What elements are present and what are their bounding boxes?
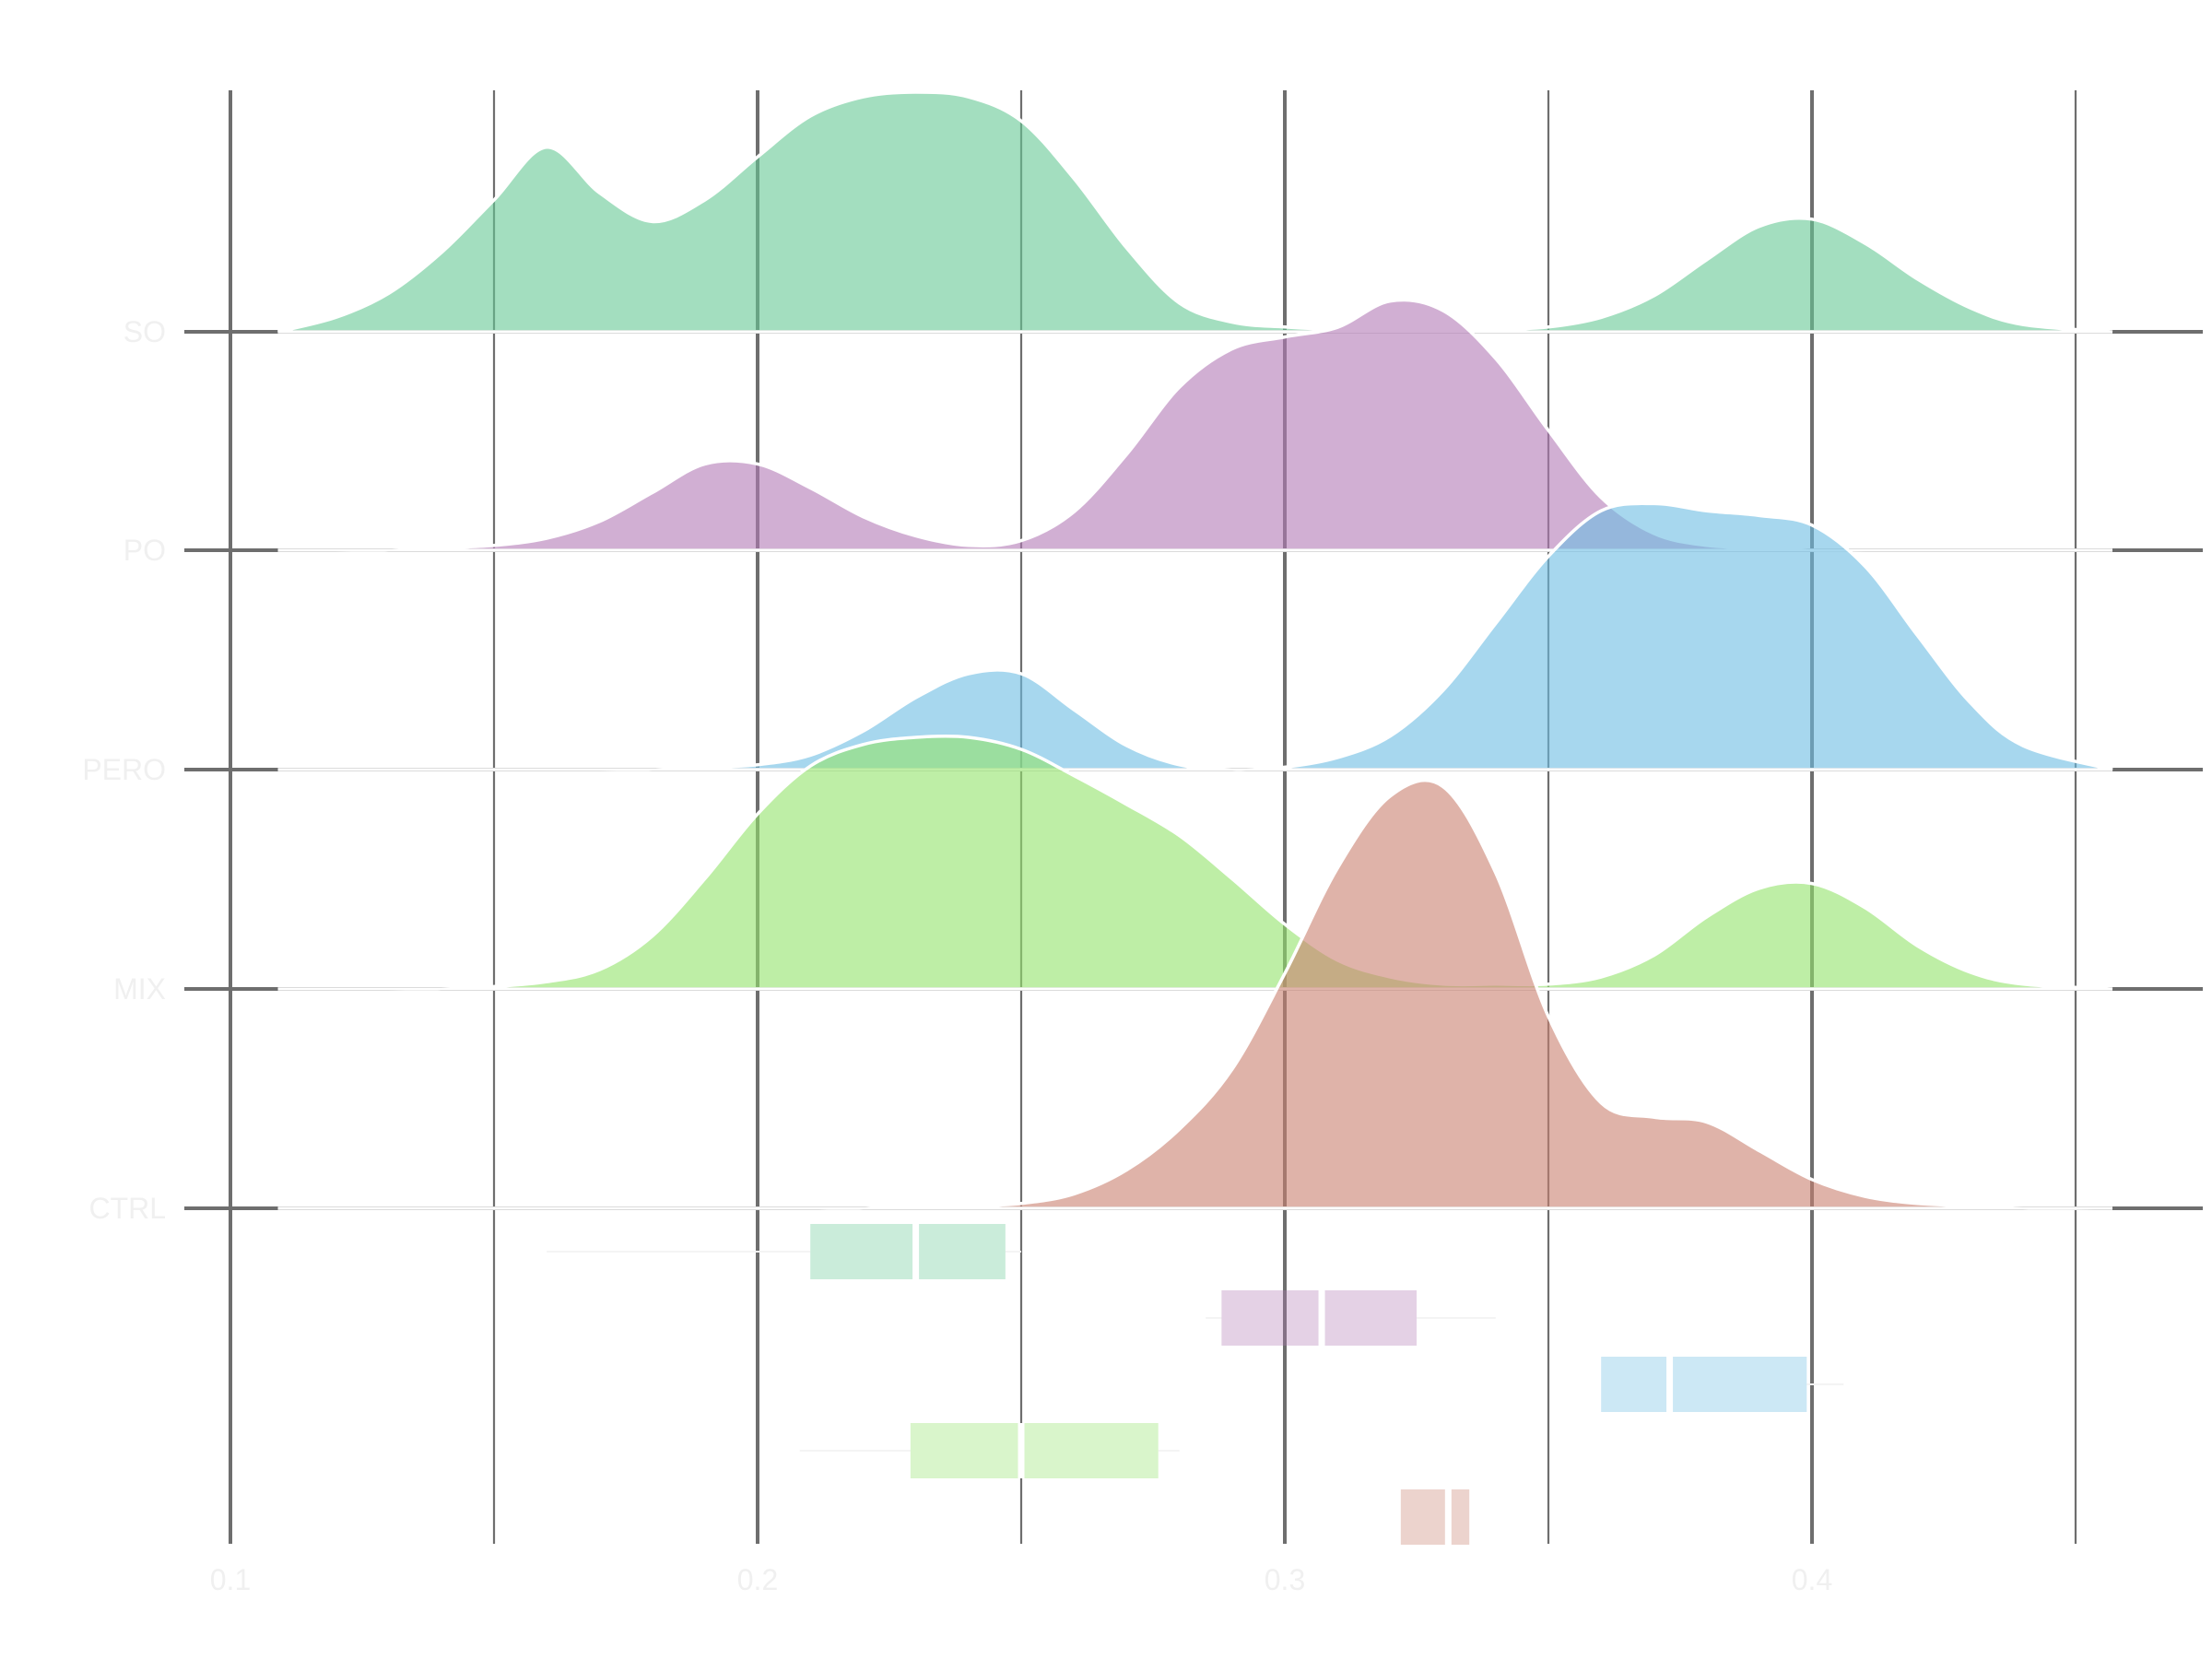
- ridge-so: [277, 90, 2113, 334]
- x-tick-label-0.4: 0.4: [1792, 1563, 1832, 1596]
- y-tick-label-pero: PERO: [82, 753, 166, 786]
- ridge-mix: [277, 734, 2113, 991]
- box-so: [810, 1224, 1006, 1279]
- x-tick-labels: 0.1 0.2 0.3 0.4: [210, 1563, 1832, 1596]
- x-tick-label-0.2: 0.2: [737, 1563, 778, 1596]
- y-tick-label-ctrl: CTRL: [88, 1192, 166, 1225]
- y-tick-label-mix: MIX: [113, 972, 166, 1006]
- ridge-ctrl: [277, 778, 2113, 1210]
- x-tick-label-0.1: 0.1: [210, 1563, 251, 1596]
- box-pero: [1601, 1357, 1807, 1412]
- box-ctrl: [1400, 1489, 1470, 1545]
- boxplots: [547, 1224, 1844, 1545]
- y-tick-label-so: SO: [124, 315, 166, 348]
- y-tick-labels: SO PO PERO MIX CTRL: [82, 315, 166, 1225]
- ridge-pero: [277, 501, 2113, 771]
- density-ridges: [277, 90, 2113, 1210]
- y-tick-label-po: PO: [124, 534, 166, 567]
- ridge-po: [277, 298, 2112, 552]
- x-tick-label-0.3: 0.3: [1265, 1563, 1305, 1596]
- box-mix: [910, 1423, 1159, 1478]
